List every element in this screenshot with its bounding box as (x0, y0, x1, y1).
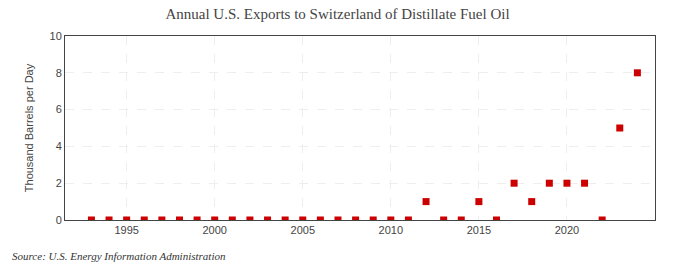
svg-text:Thousand Barrels per Day: Thousand Barrels per Day (23, 63, 35, 192)
svg-text:2: 2 (56, 177, 62, 189)
svg-text:Source: U.S. Energy Informatio: Source: U.S. Energy Information Administ… (12, 250, 226, 262)
svg-text:1995: 1995 (114, 224, 138, 236)
svg-text:4: 4 (56, 140, 62, 152)
svg-text:2010: 2010 (379, 224, 403, 236)
svg-text:Annual U.S. Exports to Switzer: Annual U.S. Exports to Switzerland of Di… (165, 6, 509, 22)
svg-text:6: 6 (56, 103, 62, 115)
svg-text:2005: 2005 (291, 224, 315, 236)
svg-text:10: 10 (50, 30, 62, 42)
svg-text:2020: 2020 (555, 224, 579, 236)
svg-text:0: 0 (56, 214, 62, 226)
svg-text:8: 8 (56, 67, 62, 79)
svg-text:2015: 2015 (467, 224, 491, 236)
svg-text:2000: 2000 (202, 224, 226, 236)
